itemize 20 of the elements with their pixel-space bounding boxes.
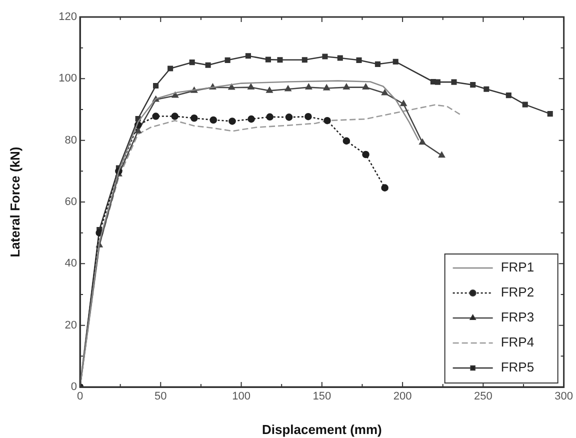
x-tick-label: 250 (474, 390, 492, 403)
legend-label: FRP1 (500, 260, 534, 275)
x-tick-label: 150 (312, 390, 332, 403)
x-tick-label: 300 (554, 390, 574, 403)
y-tick-label: 100 (58, 72, 77, 85)
legend-label: FRP2 (500, 284, 534, 300)
y-tick-label: 120 (58, 11, 77, 24)
x-tick-label: 200 (393, 390, 412, 403)
x-tick-label: 50 (154, 390, 167, 403)
x-axis-title: Displacement (mm) (262, 422, 382, 437)
y-tick-label: 0 (70, 381, 77, 394)
y-tick-label: 40 (64, 258, 77, 270)
y-tick-label: 80 (64, 134, 77, 146)
x-tick-label: 100 (232, 390, 250, 403)
legend-label: FRP3 (500, 310, 534, 325)
y-tick-label: 60 (64, 196, 77, 208)
legend-label: FRP4 (500, 334, 534, 350)
legend-label: FRP5 (500, 360, 534, 375)
y-tick-label: 20 (64, 319, 77, 332)
y-axis-title: Lateral Force (kN) (7, 146, 22, 258)
